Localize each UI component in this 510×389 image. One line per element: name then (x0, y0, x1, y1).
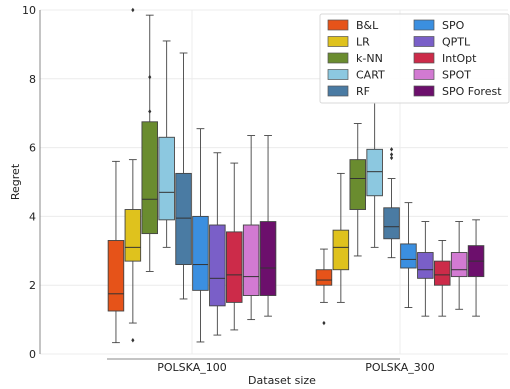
legend-label: SPO Forest (442, 85, 502, 98)
box-body (450, 252, 468, 278)
flier-point (148, 109, 152, 114)
legend-swatch (413, 69, 435, 80)
legend-swatch (327, 19, 349, 31)
y-tick-label: 10 (22, 4, 36, 17)
box (383, 147, 400, 259)
box (467, 219, 485, 317)
legend-label: RF (356, 85, 370, 98)
x-tick-label: POLSKA_100 (157, 361, 226, 374)
legend-swatch (413, 19, 435, 31)
box-body (242, 224, 260, 296)
y-tick-label: 0 (29, 348, 36, 361)
box (242, 135, 260, 321)
legend-item: QPTL (413, 36, 471, 49)
legend-label: B&L (356, 19, 379, 32)
legend-swatch (413, 52, 435, 64)
legend-label: SPOT (442, 69, 471, 82)
box (366, 102, 383, 248)
legend-item: IntOpt (413, 52, 477, 65)
legend-item: SPO Forest (413, 85, 502, 98)
flier-point (389, 155, 394, 161)
legend-swatch (327, 52, 349, 64)
box (124, 7, 142, 343)
legend-item: RF (327, 85, 370, 98)
y-tick-label: 6 (29, 142, 36, 155)
legend-item: k-NN (327, 52, 383, 65)
boxes (107, 7, 485, 344)
y-tick-label: 8 (29, 73, 36, 86)
legend-label: IntOpt (442, 52, 477, 65)
legend-item: LR (327, 36, 370, 49)
flier-point (389, 147, 394, 152)
legend-swatch (327, 69, 349, 80)
box (315, 248, 333, 326)
y-tick-label: 2 (29, 279, 36, 292)
box-body (158, 136, 175, 221)
box-body (225, 231, 243, 303)
box-body (417, 252, 434, 279)
box (450, 221, 468, 310)
legend-item: CART (327, 69, 385, 82)
box-body (175, 172, 192, 266)
box (141, 14, 158, 272)
box-body (209, 224, 226, 307)
box-body (332, 229, 350, 271)
box (332, 172, 350, 303)
legend-swatch (413, 36, 435, 47)
box (349, 123, 367, 257)
box (107, 160, 125, 344)
legend-label: k-NN (356, 52, 383, 65)
box-body (315, 269, 333, 286)
box (225, 162, 243, 331)
box (175, 52, 192, 300)
legend-label: CART (356, 69, 385, 82)
flier-point (148, 74, 152, 80)
box-body (259, 221, 277, 296)
box-body (141, 121, 158, 235)
box (400, 202, 417, 309)
legend: B&L LR k-NN CART RF SPO QPTL IntOpt SPOT SPO Fore… (319, 13, 510, 104)
box (434, 240, 451, 317)
box (209, 152, 226, 336)
box (259, 135, 277, 317)
legend-swatch (327, 36, 349, 47)
box-body (192, 215, 209, 291)
box (417, 221, 434, 317)
flier-point (322, 320, 326, 326)
flier-point (131, 7, 135, 13)
x-tick-label: POLSKA_300 (365, 361, 434, 374)
box-body (434, 260, 451, 286)
y-tick-label: 4 (29, 210, 36, 223)
legend-item: SPO (413, 19, 465, 32)
legend-label: LR (356, 36, 370, 49)
legend-swatch (327, 85, 349, 97)
box-body (383, 207, 400, 240)
legend-swatch (413, 85, 435, 97)
legend-item: B&L (327, 19, 379, 32)
y-axis-title: Regret (9, 163, 22, 200)
box-body (400, 243, 417, 269)
box-body (124, 209, 142, 262)
x-axis-title: Dataset size (248, 374, 316, 387)
axes: 0 2 4 6 8 10 POLSKA_100 POLSKA_300 (22, 4, 435, 374)
box-body (349, 159, 367, 210)
legend-label: QPTL (442, 36, 471, 49)
legend-label: SPO (442, 19, 465, 32)
box-body (366, 148, 383, 197)
box (192, 128, 209, 343)
flier-point (131, 338, 135, 343)
flier-point (389, 152, 394, 157)
legend-item: SPOT (413, 69, 471, 82)
box (158, 40, 175, 248)
box-body (107, 240, 125, 312)
